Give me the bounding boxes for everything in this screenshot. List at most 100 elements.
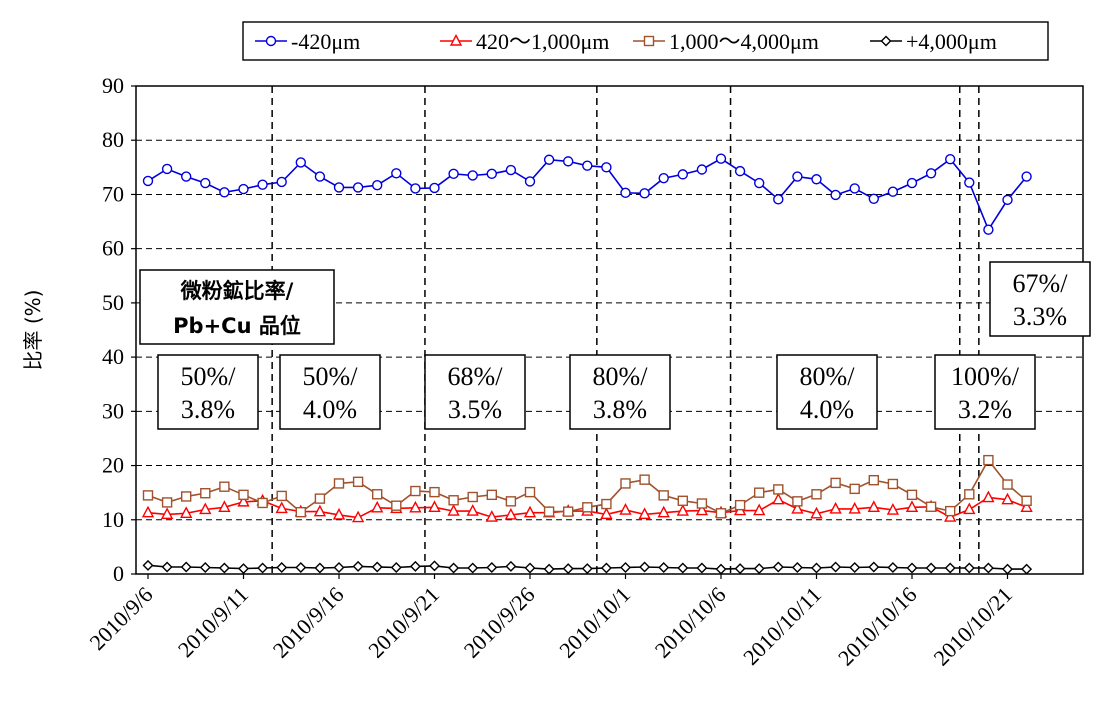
annotation-grade: 4.0% (800, 395, 854, 424)
data-point (1002, 194, 1013, 206)
x-tick-label: 2010/10/1 (554, 582, 635, 663)
period-annotation: 80%/ 3.8% (569, 354, 671, 430)
data-point (696, 164, 708, 175)
data-point (945, 153, 956, 165)
data-point (218, 562, 230, 574)
data-point (619, 503, 632, 515)
data-point (944, 562, 956, 574)
data-point (200, 177, 211, 189)
data-point (524, 562, 536, 574)
data-point (868, 561, 880, 573)
data-point (180, 491, 192, 502)
data-point (905, 500, 919, 513)
data-point (830, 477, 841, 489)
data-point (295, 157, 306, 168)
data-point (410, 485, 421, 497)
data-point (237, 494, 250, 507)
data-point (448, 168, 459, 180)
x-tick-label: 2010/10/11 (738, 582, 826, 670)
data-point (906, 489, 918, 501)
period-annotation: 80%/ 4.0% (776, 354, 878, 430)
data-point (563, 506, 574, 517)
data-point (275, 501, 288, 514)
y-tick-label: 40 (102, 344, 124, 369)
data-point (982, 490, 995, 503)
data-point (600, 562, 612, 574)
data-point (467, 170, 478, 181)
data-point (391, 168, 402, 179)
data-point (1021, 495, 1032, 506)
data-point (199, 562, 211, 573)
period-annotation: 68%/ 3.5% (424, 354, 526, 430)
annotation-ratio: 50%/ (181, 362, 237, 391)
data-point (811, 562, 822, 574)
data-point (849, 562, 861, 573)
y-axis-ticks: 0 10 20 30 40 50 60 70 80 90 (102, 73, 136, 586)
data-point (677, 562, 689, 574)
annotation-box (989, 261, 1091, 337)
data-point (257, 179, 268, 190)
data-point (848, 501, 861, 514)
data-point (868, 193, 879, 204)
data-point (658, 562, 670, 573)
data-point (601, 162, 612, 173)
annotation-ratio: 68%/ (448, 362, 504, 391)
data-point (696, 562, 708, 574)
data-point (142, 490, 154, 501)
data-point (505, 164, 517, 176)
data-point (792, 171, 803, 182)
data-point (295, 506, 306, 518)
annotation-box (776, 354, 878, 430)
data-point (791, 562, 803, 573)
data-point (639, 474, 650, 485)
data-point (219, 481, 230, 492)
data-point (160, 507, 174, 520)
x-tick-label: 2010/9/6 (85, 582, 158, 655)
data-point (523, 505, 537, 518)
data-point (868, 474, 879, 486)
data-point (620, 478, 631, 489)
data-point (333, 562, 345, 573)
data-point (141, 505, 155, 518)
legend-entry: +4,000μm (870, 29, 997, 54)
data-point (276, 176, 287, 188)
data-point (485, 510, 498, 522)
data-point (734, 165, 746, 177)
data-point (524, 486, 536, 498)
data-point (772, 492, 785, 505)
legend-swatch-marker (265, 35, 277, 47)
data-point (887, 562, 899, 573)
data-point (276, 490, 287, 502)
data-point (161, 561, 173, 573)
data-point (505, 560, 517, 572)
x-tick-label: 2010/10/6 (650, 582, 731, 663)
data-point (218, 500, 231, 513)
data-point (945, 505, 956, 517)
annotation-box (569, 354, 671, 430)
data-point (963, 562, 975, 574)
legend-swatch-marker (449, 33, 463, 46)
data-point (658, 172, 669, 184)
data-point (447, 504, 460, 516)
data-point (276, 562, 288, 573)
legend-entry: -420μm (255, 29, 360, 54)
legend-swatch-marker (643, 35, 655, 47)
data-point (582, 160, 593, 171)
annotation-box (279, 354, 381, 430)
data-point (715, 508, 727, 519)
period-annotation: 100%/ 3.2% (934, 354, 1036, 430)
data-point (754, 177, 765, 189)
data-point (180, 561, 192, 573)
annotation-box (424, 354, 526, 430)
series-1 (142, 153, 1032, 235)
data-point (982, 562, 994, 574)
data-point (238, 489, 249, 501)
period-divider-layer (271, 86, 980, 574)
data-point (563, 156, 574, 167)
annotation-layer: 50%/ 3.8% 50%/ 4.0% 68%/ 3.5% 80%/ 3.8% 80%/ 4.0%… (157, 261, 1091, 430)
y-tick-label: 60 (102, 236, 124, 261)
data-point (925, 562, 937, 574)
data-point (180, 171, 192, 182)
data-point (715, 153, 727, 164)
